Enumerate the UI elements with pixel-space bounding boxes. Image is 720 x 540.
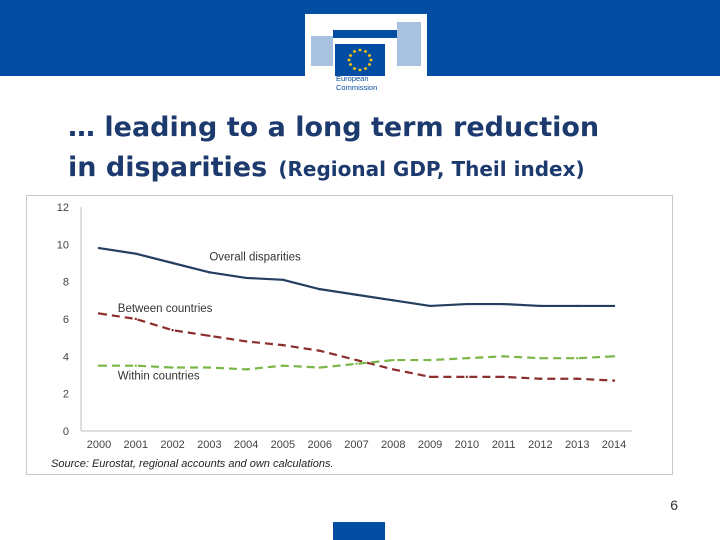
data-point bbox=[539, 377, 542, 380]
logo-text-line2: Commission bbox=[336, 83, 378, 92]
data-point bbox=[318, 287, 321, 291]
chart-source: Source: Eurostat, regional accounts and … bbox=[51, 458, 334, 470]
series-label: Between countries bbox=[118, 303, 213, 315]
data-point bbox=[208, 271, 211, 274]
data-point bbox=[465, 302, 469, 306]
eu-stars-icon bbox=[347, 48, 373, 72]
logo-text-line1: European bbox=[336, 74, 369, 83]
data-point bbox=[97, 312, 101, 315]
x-tick-label: 2005 bbox=[271, 439, 295, 451]
title-line2: in disparities bbox=[68, 152, 268, 183]
data-point bbox=[355, 362, 358, 365]
footer-flag bbox=[333, 522, 385, 540]
data-point bbox=[97, 364, 101, 367]
series-line-0 bbox=[98, 246, 614, 308]
x-tick-label: 2008 bbox=[381, 439, 405, 451]
x-tick-label: 2002 bbox=[160, 439, 184, 451]
x-tick-label: 2003 bbox=[197, 439, 221, 451]
data-point bbox=[134, 317, 137, 321]
x-tick-label: 2010 bbox=[455, 439, 479, 451]
series-line-2 bbox=[99, 355, 615, 371]
title-subtitle: (Regional GDP, Theil index) bbox=[278, 157, 585, 181]
data-point bbox=[281, 343, 285, 347]
y-tick-label: 4 bbox=[63, 351, 69, 363]
line-chart: 0 2 4 6 8 10 12 2000 2001 2002 2003 2004 2005 2006 200… bbox=[57, 202, 632, 451]
chart-frame: 0 2 4 6 8 10 12 2000 2001 2002 2003 2004 2005 2006 200… bbox=[26, 195, 673, 475]
x-tick-label: 2013 bbox=[565, 439, 589, 451]
data-point bbox=[428, 358, 432, 362]
data-point bbox=[502, 302, 505, 306]
page-number: 6 bbox=[670, 497, 678, 513]
data-point bbox=[392, 358, 395, 362]
x-tick-label: 2000 bbox=[87, 439, 111, 451]
commission-building-icon bbox=[305, 14, 427, 100]
title-line1: … leading to a long term reduction bbox=[68, 112, 600, 143]
x-tick-label: 2006 bbox=[307, 439, 331, 451]
data-point bbox=[428, 304, 432, 308]
x-tick-label: 2001 bbox=[124, 439, 148, 451]
series-label: Overall disparities bbox=[209, 251, 301, 263]
data-point bbox=[612, 355, 616, 358]
y-tick-label: 6 bbox=[63, 314, 69, 326]
series-label: Within countries bbox=[118, 371, 200, 383]
data-point bbox=[355, 293, 358, 296]
y-tick-label: 10 bbox=[57, 239, 69, 251]
data-point bbox=[97, 246, 101, 250]
data-point bbox=[392, 299, 395, 302]
logo-label: European Commission bbox=[336, 74, 396, 92]
data-point bbox=[171, 261, 174, 265]
data-point bbox=[355, 358, 358, 362]
data-point bbox=[539, 357, 542, 360]
data-point bbox=[576, 377, 579, 380]
y-tick-label: 8 bbox=[63, 277, 69, 289]
data-point bbox=[576, 304, 579, 308]
data-point bbox=[576, 357, 579, 360]
data-point bbox=[612, 379, 616, 382]
x-tick-label: 2007 bbox=[344, 439, 368, 451]
x-tick-label: 2009 bbox=[418, 439, 442, 451]
data-point bbox=[318, 349, 321, 352]
data-point bbox=[171, 329, 174, 332]
data-point bbox=[465, 357, 469, 360]
data-point bbox=[318, 366, 321, 369]
data-point bbox=[465, 375, 469, 379]
data-point bbox=[244, 276, 248, 280]
data-point bbox=[208, 366, 211, 369]
x-tick-label: 2011 bbox=[492, 439, 516, 451]
x-tick-label: 2012 bbox=[528, 439, 552, 451]
data-point bbox=[428, 375, 432, 379]
data-point bbox=[244, 340, 248, 343]
data-point bbox=[502, 375, 505, 379]
y-tick-label: 0 bbox=[63, 426, 69, 438]
slide-title: … leading to a long term reduction in di… bbox=[68, 110, 708, 186]
data-point bbox=[612, 304, 616, 308]
data-point bbox=[171, 366, 174, 369]
data-point bbox=[281, 278, 285, 281]
data-point bbox=[134, 252, 137, 255]
data-point bbox=[208, 334, 211, 337]
data-point bbox=[134, 364, 137, 367]
x-tick-label: 2014 bbox=[602, 439, 626, 451]
data-point bbox=[244, 368, 248, 371]
data-point bbox=[502, 355, 505, 358]
x-tick-label: 2004 bbox=[234, 439, 258, 451]
y-tick-label: 12 bbox=[57, 202, 69, 214]
data-point bbox=[539, 304, 542, 308]
data-point bbox=[392, 368, 395, 371]
y-tick-label: 2 bbox=[63, 389, 69, 401]
data-point bbox=[281, 364, 285, 367]
